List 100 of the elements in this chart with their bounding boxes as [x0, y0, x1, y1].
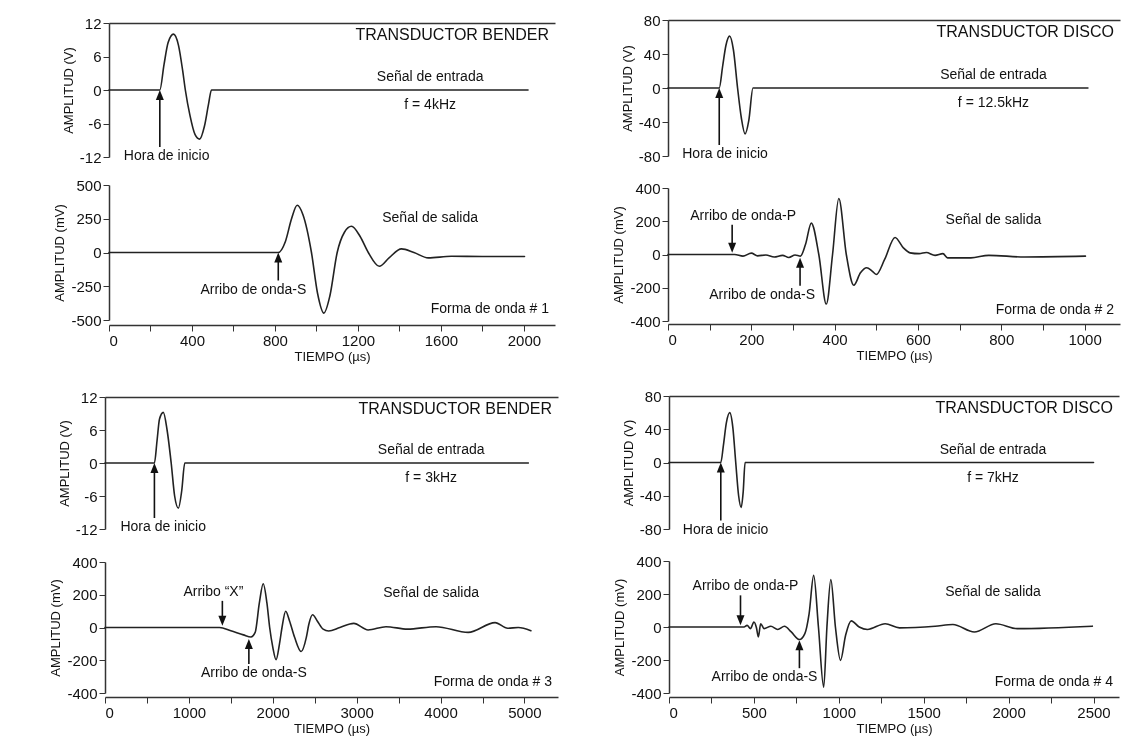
- annotation: Señal de entrada: [939, 440, 1047, 457]
- annotation: f = 12.5kHz: [957, 94, 1030, 110]
- annotation: Arribo de onda-S: [711, 668, 818, 685]
- annotation: Señal de entrada: [377, 441, 485, 457]
- x-tick-label: 500: [741, 703, 767, 721]
- y-tick-label: 200: [636, 585, 662, 603]
- y-tick-label: 6: [89, 421, 98, 439]
- y-tick-label: -40: [638, 113, 661, 131]
- y-axis-title: AMPLITUD (V): [619, 45, 635, 132]
- y-tick-label: 12: [80, 388, 98, 406]
- annotation: Forma de onda # 1: [430, 300, 550, 316]
- y-tick-label: 6: [93, 48, 102, 65]
- annotation: Arribo de onda-P: [690, 206, 797, 223]
- y-tick-label: 0: [653, 618, 662, 636]
- y-tick-label: -200: [630, 279, 661, 297]
- y-tick-label: 400: [636, 552, 662, 570]
- x-tick-label: 3000: [340, 703, 374, 721]
- annotation: Arribo de onda-S: [200, 280, 307, 297]
- y-axis-title: AMPLITUD (mV): [612, 578, 628, 677]
- x-tick-label: 800: [262, 331, 288, 349]
- y-tick-label: 80: [644, 387, 662, 405]
- x-axis-title: TIEMPO (µs): [293, 720, 371, 736]
- y-tick-label: 400: [72, 553, 98, 571]
- y-tick-label: 200: [72, 586, 98, 604]
- y-tick-label: 250: [76, 210, 102, 228]
- annotation: Arribo de onda-S: [709, 285, 816, 302]
- annotation: Señal de salida: [383, 583, 480, 600]
- annotation: Hora de inicio: [123, 147, 210, 163]
- y-tick-label: -400: [631, 684, 662, 702]
- x-tick-label: 1600: [424, 331, 459, 349]
- chart-title: TRANSDUCTOR DISCO: [935, 399, 1113, 416]
- y-axis-title: AMPLITUD (V): [60, 47, 76, 134]
- x-tick-label: 0: [105, 703, 114, 721]
- y-axis-title: AMPLITUD (mV): [52, 204, 68, 302]
- x-tick-label: 0: [669, 703, 678, 721]
- x-axis-title: TIEMPO (µs): [856, 347, 933, 363]
- y-tick-label: -12: [79, 148, 102, 166]
- y-tick-label: 400: [635, 179, 661, 197]
- annotation: Arribo de onda-S: [200, 663, 307, 680]
- x-axis-title: TIEMPO (µs): [294, 348, 371, 364]
- annotation: f = 3kHz: [405, 469, 458, 485]
- y-tick-label: 0: [89, 454, 98, 472]
- annotation: Señal de entrada: [940, 66, 1047, 82]
- y-tick-label: -80: [639, 520, 662, 538]
- x-tick-label: 800: [989, 330, 1015, 348]
- y-tick-label: 12: [84, 14, 102, 32]
- x-tick-label: 400: [822, 330, 848, 348]
- y-tick-label: -200: [67, 651, 98, 669]
- chart-title: TRANSDUCTOR DISCO: [936, 23, 1114, 40]
- y-tick-label: 40: [643, 45, 661, 63]
- line-series: [108, 204, 526, 314]
- y-tick-label: 0: [652, 79, 661, 97]
- y-tick-label: -80: [638, 147, 661, 165]
- y-tick-label: 0: [653, 454, 662, 471]
- line-series: [104, 582, 532, 661]
- y-tick-label: -400: [630, 312, 661, 330]
- annotation: Forma de onda # 2: [995, 301, 1115, 317]
- y-tick-label: 200: [635, 212, 661, 230]
- y-tick-label: -12: [75, 520, 98, 538]
- annotation: Arribo de onda-P: [692, 577, 799, 594]
- x-tick-label: 4000: [424, 703, 458, 721]
- x-tick-label: 2500: [1077, 703, 1111, 721]
- x-tick-label: 0: [668, 330, 677, 348]
- y-axis-title: AMPLITUD (V): [56, 420, 72, 507]
- line-series: [668, 411, 1095, 509]
- x-tick-label: 2000: [992, 703, 1026, 721]
- y-axis-title: AMPLITUD (mV): [611, 206, 627, 304]
- x-tick-label: 1000: [172, 703, 207, 721]
- y-axis-title: AMPLITUD (V): [620, 419, 636, 507]
- chart-title: TRANSDUCTOR BENDER: [358, 400, 552, 417]
- y-tick-label: -250: [71, 277, 102, 295]
- x-tick-label: 1200: [341, 331, 376, 349]
- x-axis-title: TIEMPO (µs): [856, 720, 933, 736]
- y-tick-label: -200: [631, 651, 662, 669]
- y-tick-label: -500: [71, 311, 102, 329]
- y-tick-label: 0: [89, 619, 98, 636]
- annotation: Señal de salida: [382, 208, 479, 225]
- x-tick-label: 2000: [507, 331, 542, 349]
- line-series: [667, 197, 1087, 305]
- y-tick-label: -6: [88, 115, 102, 132]
- chart-title: TRANSDUCTOR BENDER: [355, 26, 549, 43]
- annotation: Forma de onda # 4: [994, 673, 1114, 689]
- y-tick-label: 0: [652, 246, 661, 263]
- y-tick-label: 80: [643, 11, 661, 29]
- x-tick-label: 1000: [1068, 330, 1102, 348]
- y-tick-label: -400: [67, 684, 98, 702]
- annotation: f = 7kHz: [967, 468, 1019, 485]
- y-tick-label: 500: [76, 176, 102, 194]
- annotation: Señal de entrada: [376, 68, 484, 84]
- annotation: f = 4kHz: [404, 96, 456, 112]
- x-tick-label: 1000: [822, 703, 856, 721]
- x-tick-label: 400: [179, 331, 205, 349]
- annotation: Arribo “X”: [183, 582, 244, 599]
- x-tick-label: 0: [109, 331, 118, 349]
- annotation: Hora de inicio: [682, 145, 769, 161]
- x-tick-label: 200: [739, 330, 765, 348]
- y-tick-label: -40: [639, 487, 662, 505]
- x-tick-label: 1500: [907, 703, 941, 721]
- x-tick-label: 600: [905, 330, 931, 348]
- annotation: Señal de salida: [945, 210, 1042, 227]
